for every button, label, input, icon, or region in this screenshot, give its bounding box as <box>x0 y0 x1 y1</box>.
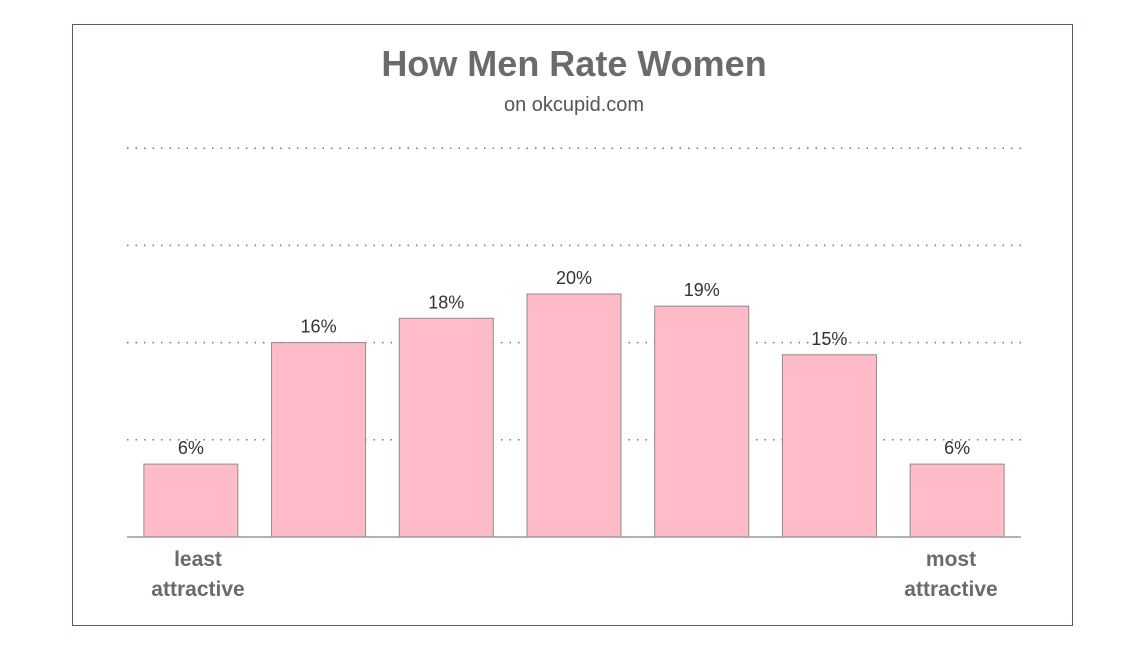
data-labels: 6% 16% 18% 20% 19% 15% 6% <box>178 268 970 458</box>
bar <box>909 463 1005 538</box>
bar <box>398 317 494 538</box>
x-label-right-line1: most <box>926 548 976 571</box>
data-label: 6% <box>178 438 204 458</box>
chart-frame: How Men Rate Women on okcupid.com 6% 16% 1… <box>72 24 1073 626</box>
x-label-left-line1: least <box>174 548 222 571</box>
bar <box>526 293 622 538</box>
x-label-left-line2: attractive <box>151 578 244 601</box>
bar <box>781 354 877 538</box>
data-label: 18% <box>428 292 464 312</box>
x-label-right-line2: attractive <box>904 578 997 601</box>
chart-title: How Men Rate Women <box>381 43 766 84</box>
data-label: 6% <box>944 438 970 458</box>
bar <box>271 342 367 538</box>
bars <box>143 293 1005 538</box>
bar <box>654 305 750 538</box>
data-label: 19% <box>684 280 720 300</box>
bar <box>143 463 239 538</box>
bar-chart: How Men Rate Women on okcupid.com 6% 16% 1… <box>127 43 1021 601</box>
data-label: 15% <box>811 329 847 349</box>
chart-subtitle: on okcupid.com <box>504 94 644 116</box>
data-label: 16% <box>301 317 337 337</box>
data-label: 20% <box>556 268 592 288</box>
